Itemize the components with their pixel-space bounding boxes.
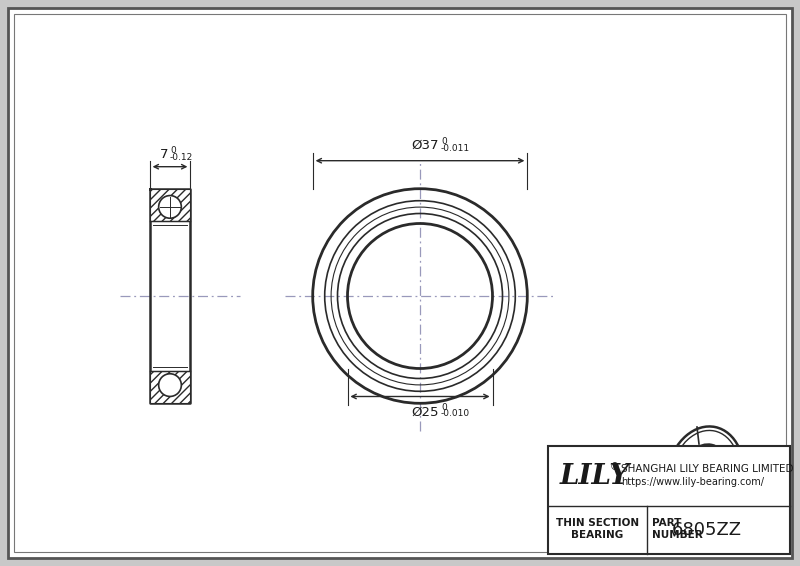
Text: PART: PART (652, 518, 682, 528)
Text: Ø25: Ø25 (411, 405, 438, 418)
Text: -0.011: -0.011 (441, 144, 470, 153)
Text: LILY: LILY (560, 463, 630, 490)
Text: NUMBER: NUMBER (652, 530, 703, 540)
Text: ®: ® (610, 462, 620, 472)
Text: 6805ZZ: 6805ZZ (672, 521, 742, 539)
Text: https://www.lily-bearing.com/: https://www.lily-bearing.com/ (621, 477, 764, 487)
Text: -0.12: -0.12 (170, 153, 194, 162)
Circle shape (158, 196, 182, 218)
Text: 7: 7 (159, 148, 168, 161)
Text: BEARING: BEARING (571, 530, 624, 540)
Text: 0: 0 (441, 137, 446, 145)
Bar (150, 371, 190, 404)
Bar (548, 446, 790, 554)
Circle shape (158, 374, 182, 396)
Text: -0.010: -0.010 (441, 409, 470, 418)
Text: Ø37: Ø37 (411, 139, 438, 152)
Text: 0: 0 (170, 145, 176, 155)
Text: THIN SECTION: THIN SECTION (556, 518, 639, 528)
Text: 0: 0 (441, 402, 446, 411)
Bar (150, 188, 190, 221)
Text: SHANGHAI LILY BEARING LIMITED: SHANGHAI LILY BEARING LIMITED (621, 464, 794, 474)
